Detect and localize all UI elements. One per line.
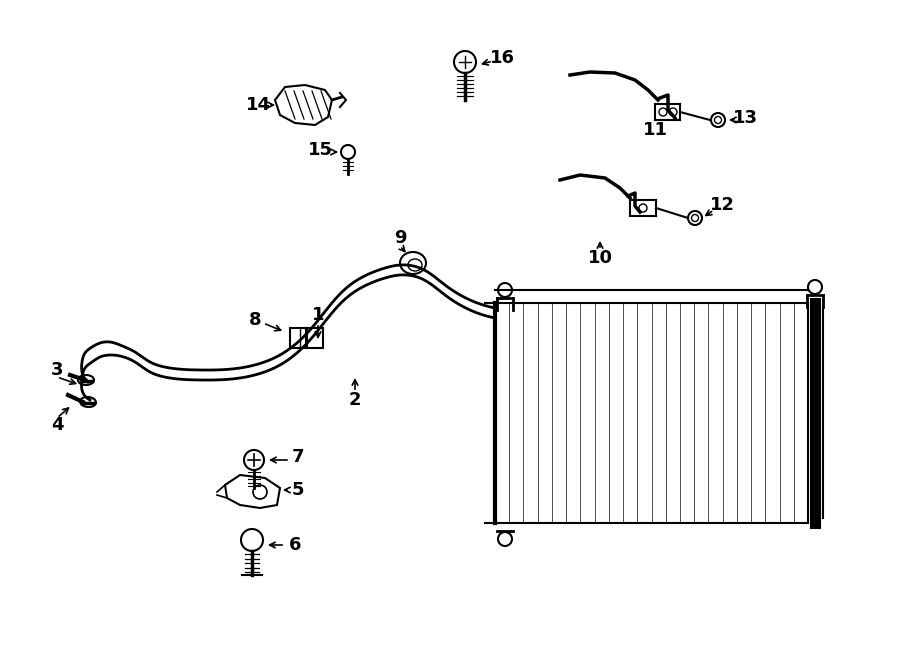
Bar bbox=[290, 328, 306, 348]
Text: 11: 11 bbox=[643, 121, 668, 139]
Text: 3: 3 bbox=[50, 361, 63, 379]
Text: 14: 14 bbox=[246, 96, 271, 114]
Text: 4: 4 bbox=[50, 416, 63, 434]
Text: 7: 7 bbox=[292, 448, 304, 466]
Text: 15: 15 bbox=[308, 141, 332, 159]
Text: 9: 9 bbox=[394, 229, 406, 247]
Text: 16: 16 bbox=[490, 49, 515, 67]
Text: 12: 12 bbox=[709, 196, 734, 214]
Text: 8: 8 bbox=[248, 311, 261, 329]
Text: 10: 10 bbox=[588, 249, 613, 267]
Text: 2: 2 bbox=[349, 391, 361, 409]
Text: 6: 6 bbox=[289, 536, 302, 554]
Text: 13: 13 bbox=[733, 109, 758, 127]
Text: 1: 1 bbox=[311, 306, 324, 324]
Text: 5: 5 bbox=[292, 481, 304, 499]
Bar bbox=[307, 328, 323, 348]
